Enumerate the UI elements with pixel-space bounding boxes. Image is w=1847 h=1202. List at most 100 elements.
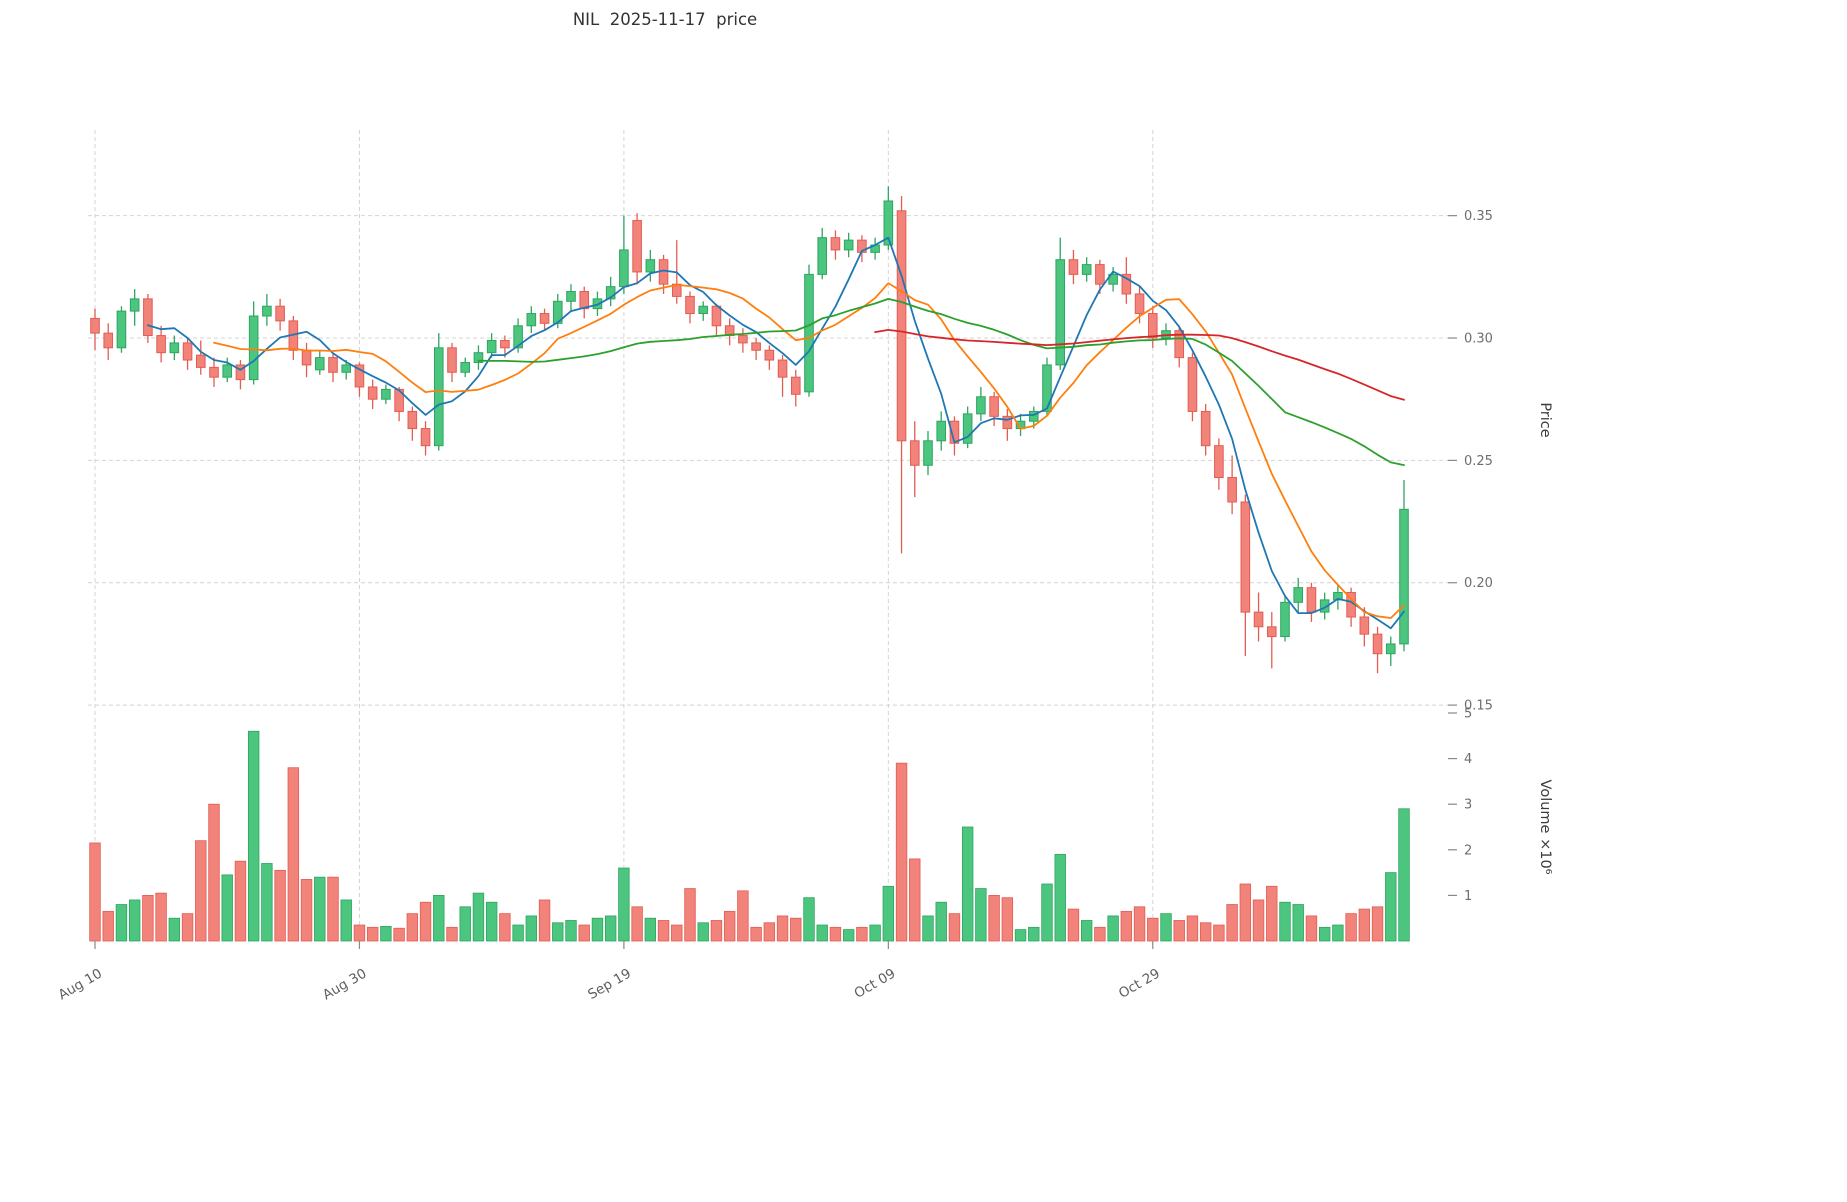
candle-body bbox=[738, 335, 748, 344]
volume-bar bbox=[1160, 913, 1172, 942]
volume-bar bbox=[538, 899, 551, 942]
volume-bar bbox=[776, 915, 789, 942]
volume-bar bbox=[181, 913, 194, 942]
volume-bar bbox=[221, 874, 233, 942]
volume-bar bbox=[975, 888, 987, 942]
volume-bar bbox=[247, 730, 260, 942]
candle-body bbox=[314, 357, 325, 371]
candle-body bbox=[1385, 643, 1396, 655]
volume-bar bbox=[1001, 897, 1014, 942]
candle-body bbox=[1319, 599, 1330, 613]
date-tick-label: Aug 30 bbox=[320, 966, 369, 1004]
candle-body bbox=[1227, 477, 1237, 503]
candle-body bbox=[103, 332, 114, 349]
candle-body bbox=[367, 386, 378, 400]
volume-bar bbox=[1371, 906, 1384, 942]
candle-body bbox=[1095, 264, 1105, 285]
candle-body bbox=[328, 357, 338, 373]
volume-bar bbox=[512, 924, 524, 942]
candle-body bbox=[433, 347, 444, 447]
date-tick-label: Oct 29 bbox=[1116, 966, 1163, 1002]
volume-bar bbox=[525, 915, 538, 942]
candle-body bbox=[143, 298, 153, 337]
volume-bar bbox=[842, 929, 855, 942]
volume-bar bbox=[909, 858, 921, 942]
candle-body bbox=[513, 325, 523, 349]
volume-bar bbox=[102, 910, 114, 942]
candle-body bbox=[447, 347, 457, 373]
volume-bar bbox=[1014, 929, 1027, 942]
candle-body bbox=[1253, 611, 1264, 628]
candle-body bbox=[129, 298, 140, 312]
candle-body bbox=[949, 420, 960, 444]
candle-body bbox=[1174, 330, 1185, 359]
candle-body bbox=[262, 305, 272, 317]
volume-bar bbox=[948, 913, 961, 942]
candle-body bbox=[632, 220, 642, 273]
candle-body bbox=[962, 413, 973, 444]
candle-body bbox=[1359, 616, 1370, 635]
candle-body bbox=[817, 237, 828, 275]
candle-body bbox=[341, 364, 352, 373]
volume-bar bbox=[406, 913, 419, 942]
candle-body bbox=[381, 388, 391, 400]
volume-bar bbox=[1107, 915, 1119, 942]
volume-bar bbox=[1094, 926, 1106, 942]
volume-bar bbox=[89, 842, 101, 942]
candle-body bbox=[843, 239, 854, 251]
volume-bar bbox=[961, 826, 974, 942]
volume-tick-label: 3 bbox=[1464, 798, 1472, 813]
candle-body bbox=[1028, 410, 1039, 422]
volume-bar bbox=[1292, 904, 1304, 942]
candle-body bbox=[936, 420, 947, 442]
candle-body bbox=[909, 440, 920, 466]
candle-body bbox=[354, 364, 365, 388]
volume-bar bbox=[671, 924, 683, 942]
price-tick-label: 0.15 bbox=[1464, 699, 1493, 714]
volume-bar bbox=[644, 917, 657, 942]
volume-bar bbox=[499, 913, 511, 942]
candle-body bbox=[923, 440, 933, 466]
date-tick-label: Sep 19 bbox=[585, 966, 634, 1003]
volume-bar bbox=[1266, 885, 1278, 942]
price-tick-label: 0.35 bbox=[1464, 209, 1493, 224]
volume-bar bbox=[803, 897, 815, 942]
volume-bar bbox=[1133, 906, 1146, 942]
volume-bar bbox=[419, 901, 432, 942]
candle-body bbox=[248, 315, 259, 381]
candle-body bbox=[790, 376, 801, 395]
volume-bar bbox=[604, 915, 617, 942]
candle-body bbox=[698, 305, 709, 315]
volume-bar bbox=[856, 926, 868, 942]
volume-bar bbox=[1080, 920, 1093, 942]
candle-body bbox=[473, 352, 484, 363]
volume-bar bbox=[1147, 917, 1159, 942]
candle-body bbox=[645, 259, 656, 273]
date-tick-label: Aug 10 bbox=[56, 966, 105, 1004]
chart-title: NIL 2025-11-17 price bbox=[572, 10, 758, 29]
volume-bar bbox=[565, 920, 577, 942]
candle-body bbox=[619, 249, 629, 288]
ma-line-60 bbox=[874, 329, 1405, 401]
candle-body bbox=[976, 396, 986, 415]
volume-bar bbox=[1054, 853, 1066, 942]
volume-bar bbox=[327, 876, 339, 942]
candle-body bbox=[1280, 601, 1290, 638]
volume-bar bbox=[1120, 910, 1133, 942]
volume-bar bbox=[208, 803, 220, 942]
price-tick-label: 0.25 bbox=[1464, 454, 1493, 469]
candle-body bbox=[1266, 626, 1277, 638]
volume-bar bbox=[737, 890, 749, 942]
candle-body bbox=[1240, 501, 1251, 613]
candle-body bbox=[1147, 313, 1158, 339]
volume-bar bbox=[353, 924, 366, 942]
candle-body bbox=[1399, 508, 1409, 645]
price-axis-label: Price bbox=[1537, 402, 1553, 437]
volume-bar bbox=[697, 922, 709, 942]
candle-body bbox=[275, 305, 285, 322]
candle-body bbox=[209, 366, 219, 378]
candle-body bbox=[526, 313, 537, 327]
volume-bar bbox=[115, 904, 128, 942]
volume-bar bbox=[366, 926, 379, 942]
